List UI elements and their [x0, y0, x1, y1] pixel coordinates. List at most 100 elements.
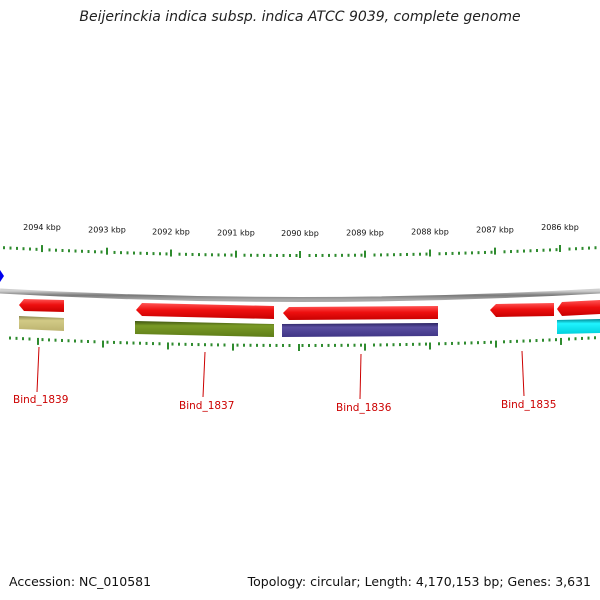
ruler-label: 2090 kbp — [281, 229, 319, 238]
ruler-label: 2087 kbp — [476, 226, 514, 235]
outer-minor-tick — [185, 252, 187, 256]
inner-minor-tick — [516, 339, 518, 343]
outer-minor-tick — [555, 248, 558, 252]
inner-minor-tick — [581, 336, 583, 340]
inner-minor-tick — [353, 343, 356, 347]
outer-minor-tick — [510, 250, 512, 254]
outer-minor-tick — [360, 253, 363, 257]
outer-major-tick — [364, 250, 366, 258]
outer-minor-tick — [146, 251, 148, 255]
outer-minor-tick — [22, 247, 25, 251]
outer-minor-tick — [126, 251, 129, 255]
inner-minor-tick — [301, 343, 304, 347]
gene-arrow-edge[interactable] — [557, 300, 600, 316]
gene-label-bind-1835[interactable]: Bind_1835 — [501, 399, 556, 411]
inner-minor-tick — [379, 343, 382, 347]
outer-minor-tick — [347, 253, 350, 257]
outer-minor-tick — [588, 246, 590, 250]
outer-minor-tick — [451, 251, 454, 255]
outer-major-tick — [429, 249, 431, 257]
gene-arrow-1836-upper[interactable] — [283, 306, 438, 320]
accession-text: Accession: NC_010581 — [9, 574, 152, 589]
outer-minor-tick — [503, 250, 506, 254]
outer-minor-tick — [152, 252, 155, 256]
outer-minor-tick — [419, 252, 421, 256]
outer-minor-tick — [484, 250, 486, 254]
inner-minor-tick — [360, 343, 362, 347]
gene-label-bind-1836[interactable]: Bind_1836 — [336, 402, 392, 414]
inner-minor-tick — [61, 338, 63, 342]
outer-minor-tick — [16, 246, 18, 250]
inner-minor-tick — [119, 341, 122, 345]
outer-minor-tick — [516, 249, 519, 253]
outer-minor-tick — [68, 249, 70, 253]
outer-minor-tick — [393, 253, 395, 257]
gene-label-bind-1837[interactable]: Bind_1837 — [179, 400, 234, 412]
outer-minor-tick — [295, 253, 298, 257]
outer-minor-tick — [250, 253, 252, 257]
inner-minor-tick — [28, 337, 31, 341]
outer-minor-tick — [191, 252, 194, 256]
outer-minor-tick — [224, 253, 226, 257]
inner-minor-tick — [9, 336, 11, 340]
inner-minor-tick — [548, 338, 551, 342]
outer-major-tick — [299, 251, 301, 258]
feature-bar-1836[interactable] — [282, 323, 438, 337]
gene-arrow-1838[interactable] — [136, 303, 274, 319]
inner-major-tick — [232, 343, 234, 351]
feature-bar-1837[interactable] — [135, 321, 274, 337]
outer-minor-tick — [594, 246, 597, 250]
outer-minor-tick — [100, 250, 103, 254]
outer-minor-tick — [536, 249, 538, 253]
outer-minor-tick — [328, 253, 330, 257]
inner-minor-tick — [444, 342, 447, 346]
outer-minor-tick — [120, 251, 122, 255]
inner-minor-tick — [275, 343, 278, 347]
inner-tick-row — [9, 336, 596, 351]
feature-bars — [19, 316, 600, 337]
gene-label-bind-1839[interactable]: Bind_1839 — [13, 394, 68, 406]
inner-minor-tick — [405, 342, 408, 346]
inner-minor-tick — [509, 340, 512, 344]
outer-minor-tick — [269, 253, 272, 257]
outer-minor-tick — [341, 253, 343, 257]
outer-minor-tick — [211, 253, 213, 257]
inner-minor-tick — [340, 343, 343, 347]
inner-minor-tick — [282, 343, 284, 347]
inner-minor-tick — [74, 339, 76, 343]
feature-bar-edge[interactable] — [557, 319, 600, 334]
outer-minor-tick — [386, 253, 389, 257]
ruler-label: 2091 kbp — [217, 229, 255, 238]
inner-minor-tick — [522, 339, 525, 343]
outer-minor-tick — [3, 246, 5, 250]
inner-minor-tick — [314, 343, 317, 347]
inner-minor-tick — [256, 343, 258, 347]
ruler-label: 2093 kbp — [88, 226, 126, 235]
outer-minor-tick — [425, 252, 428, 256]
inner-minor-tick — [399, 343, 401, 347]
outer-minor-tick — [490, 250, 493, 254]
inner-minor-tick — [308, 343, 310, 347]
outer-minor-tick — [581, 246, 584, 250]
genome-title: Beijerinckia indica subsp. indica ATCC 9… — [79, 9, 521, 25]
outer-minor-tick — [412, 252, 415, 256]
inner-minor-tick — [132, 341, 135, 345]
inner-major-tick — [560, 337, 562, 345]
outer-minor-tick — [321, 253, 324, 257]
outer-major-tick — [41, 245, 43, 253]
inner-minor-tick — [191, 342, 193, 346]
inner-major-tick — [102, 340, 104, 348]
outer-minor-tick — [55, 248, 57, 252]
outer-minor-tick — [29, 247, 31, 251]
inner-minor-tick — [223, 343, 226, 347]
feature-bar-1839[interactable] — [19, 316, 64, 331]
inner-minor-tick — [425, 342, 427, 346]
gene-arrow-1835-upper[interactable] — [490, 303, 554, 317]
gene-arrow-1839[interactable] — [19, 299, 64, 312]
gene-arrows-reverse — [19, 299, 600, 320]
inner-minor-tick — [262, 343, 265, 347]
outer-minor-tick — [35, 247, 38, 251]
outer-major-tick — [559, 244, 561, 252]
outer-minor-tick — [48, 248, 51, 252]
